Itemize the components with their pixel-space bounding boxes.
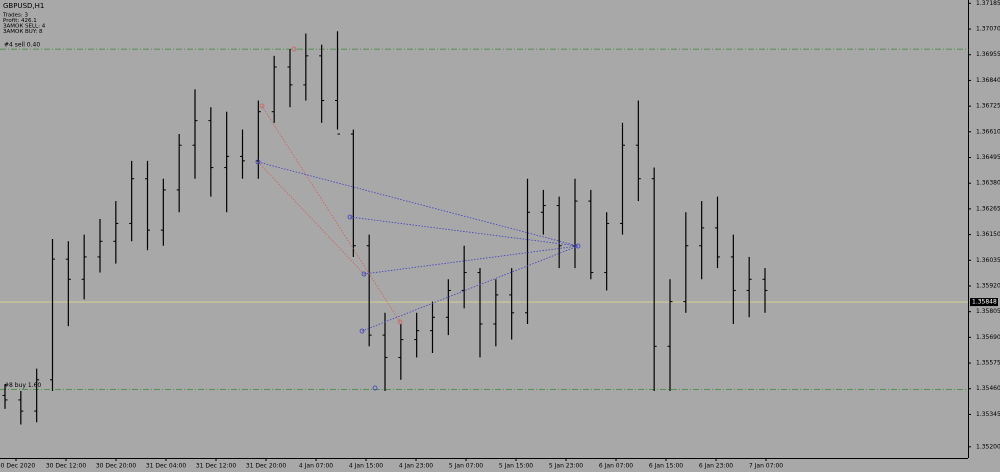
y-tick-label: 1.36035 — [976, 257, 1000, 264]
trade-lines — [255, 46, 581, 391]
y-tick-label: 1.35805 — [976, 308, 1000, 315]
order-level-label: #4 sell 0.40 — [4, 42, 40, 49]
trade-point — [259, 103, 265, 109]
trade-line — [261, 105, 401, 323]
current-price-box — [970, 298, 998, 307]
x-tick-label: 5 Jan 15:00 — [499, 463, 533, 470]
y-tick-label: 1.37070 — [976, 26, 1000, 33]
y-tick-label: 1.35920 — [976, 282, 1000, 289]
symbol-title: GBPUSD,H1 — [3, 2, 44, 10]
trade-point — [372, 385, 378, 391]
x-tick-label: 5 Jan 23:00 — [549, 463, 583, 470]
trade-point — [359, 328, 365, 334]
info-line: ЗАМОК BUY: 8 — [3, 29, 43, 35]
trade-point — [575, 243, 581, 249]
y-tick-label: 1.35575 — [976, 360, 1000, 367]
trade-point — [361, 271, 367, 277]
x-tick-label: 6 Jan 23:00 — [699, 463, 733, 470]
trade-line — [257, 161, 579, 247]
y-tick-label: 1.36955 — [976, 51, 1000, 58]
trade-line — [349, 216, 579, 247]
y-tick-label: 1.36840 — [976, 77, 1000, 84]
x-tick-label: 30 Dec 20:00 — [96, 463, 137, 470]
trade-point — [255, 159, 261, 165]
x-tick-label: 31 Dec 12:00 — [196, 463, 237, 470]
current-price-label: 1.35848 — [972, 299, 997, 306]
x-tick-label: 30 Dec 2020 — [0, 463, 35, 470]
info-line: Trades: 3 — [2, 13, 29, 19]
y-tick-label: 1.35690 — [976, 334, 1000, 341]
plot-area — [0, 0, 968, 458]
y-tick-label: 1.35460 — [976, 385, 1000, 392]
trade-point — [347, 214, 353, 220]
x-tick-label: 5 Jan 07:00 — [449, 463, 483, 470]
x-tick-label: 31 Dec 20:00 — [246, 463, 287, 470]
x-tick-label: 4 Jan 07:00 — [299, 463, 333, 470]
x-tick-label: 7 Jan 07:00 — [749, 463, 783, 470]
x-tick-label: 31 Dec 04:00 — [146, 463, 187, 470]
info-line: Profit: 426.1 — [3, 18, 37, 24]
y-tick-label: 1.35200 — [976, 443, 1000, 450]
x-tick-label: 6 Jan 07:00 — [599, 463, 633, 470]
y-tick-label: 1.35345 — [976, 411, 1000, 418]
trade-point — [291, 46, 297, 52]
trade-point — [397, 319, 403, 325]
info-line: ЗАМОК SELL: 4 — [3, 24, 46, 30]
y-tick-label: 1.36610 — [976, 128, 1000, 135]
x-tick-label: 4 Jan 15:00 — [349, 463, 383, 470]
y-tick-label: 1.36725 — [976, 103, 1000, 110]
x-tick-label: 6 Jan 15:00 — [649, 463, 683, 470]
y-tick-label: 1.36380 — [976, 180, 1000, 187]
y-tick-label: 1.36150 — [976, 231, 1000, 238]
x-tick-label: 4 Jan 23:00 — [399, 463, 433, 470]
trade-line — [361, 245, 579, 332]
x-tick-label: 30 Dec 12:00 — [46, 463, 87, 470]
order-level-label: #8 buy 1.60 — [4, 382, 41, 389]
y-tick-label: 1.37185 — [976, 0, 1000, 7]
y-tick-label: 1.36495 — [976, 154, 1000, 161]
y-tick-label: 1.36265 — [976, 205, 1000, 212]
